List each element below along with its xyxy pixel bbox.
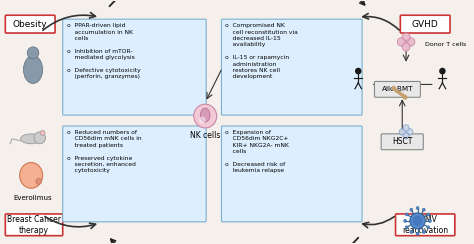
Circle shape xyxy=(402,43,410,51)
Text: HSCT: HSCT xyxy=(392,137,412,146)
Text: GVHD: GVHD xyxy=(412,20,438,29)
Circle shape xyxy=(403,133,409,139)
Ellipse shape xyxy=(24,56,43,83)
FancyBboxPatch shape xyxy=(63,126,206,222)
Ellipse shape xyxy=(19,163,43,188)
Circle shape xyxy=(410,231,413,234)
Text: Everolimus: Everolimus xyxy=(14,195,52,201)
Ellipse shape xyxy=(201,108,210,122)
FancyArrowPatch shape xyxy=(111,238,358,244)
FancyBboxPatch shape xyxy=(381,134,423,150)
Text: o  PPAR-driven lipid
    accumulation in NK
    cells

o  Inhibition of mTOR-
  : o PPAR-driven lipid accumulation in NK c… xyxy=(66,23,140,79)
Circle shape xyxy=(427,226,430,229)
FancyBboxPatch shape xyxy=(63,19,206,115)
Circle shape xyxy=(40,130,45,135)
Circle shape xyxy=(404,219,407,222)
FancyBboxPatch shape xyxy=(401,15,450,33)
FancyBboxPatch shape xyxy=(221,19,362,115)
FancyBboxPatch shape xyxy=(5,214,63,236)
Circle shape xyxy=(407,129,413,135)
Circle shape xyxy=(355,68,362,74)
Circle shape xyxy=(407,38,415,46)
Circle shape xyxy=(36,178,42,184)
Circle shape xyxy=(416,206,419,210)
Text: HCMV
reactivation: HCMV reactivation xyxy=(402,215,448,234)
Text: o  Compromised NK
    cell reconstitution via
    decreased IL-15
    availabili: o Compromised NK cell reconstitution via… xyxy=(225,23,298,79)
Text: o  Expansion of
    CD56dim NKG2C+
    KIR+ NKG2A- mNK
    cells

o  Decreased r: o Expansion of CD56dim NKG2C+ KIR+ NKG2A… xyxy=(225,130,289,173)
Circle shape xyxy=(402,33,410,41)
Circle shape xyxy=(416,232,419,235)
Circle shape xyxy=(34,132,46,144)
Circle shape xyxy=(397,38,405,46)
Circle shape xyxy=(27,47,39,59)
Circle shape xyxy=(399,129,405,135)
Circle shape xyxy=(194,104,217,128)
Circle shape xyxy=(427,213,430,216)
Text: Allo-BMT: Allo-BMT xyxy=(382,86,413,92)
Circle shape xyxy=(405,226,408,229)
Ellipse shape xyxy=(21,134,42,144)
Text: Obesity: Obesity xyxy=(13,20,47,29)
Circle shape xyxy=(428,219,431,222)
Circle shape xyxy=(403,125,409,131)
Circle shape xyxy=(405,213,408,216)
Circle shape xyxy=(403,95,408,100)
FancyBboxPatch shape xyxy=(374,81,420,97)
Text: NK cells: NK cells xyxy=(190,131,220,140)
FancyBboxPatch shape xyxy=(221,126,362,222)
Circle shape xyxy=(439,68,446,74)
Text: Breast Cancer
therapy: Breast Cancer therapy xyxy=(7,215,61,234)
Circle shape xyxy=(199,117,206,123)
Circle shape xyxy=(413,216,422,226)
Circle shape xyxy=(422,208,425,211)
Circle shape xyxy=(422,231,425,234)
Circle shape xyxy=(391,86,396,91)
FancyBboxPatch shape xyxy=(5,15,55,33)
FancyBboxPatch shape xyxy=(395,214,455,236)
Circle shape xyxy=(410,213,425,229)
Circle shape xyxy=(410,208,413,211)
Text: Donor T cells: Donor T cells xyxy=(425,42,466,47)
FancyArrowPatch shape xyxy=(109,0,365,6)
Text: o  Reduced numbers of
    CD56dim mNK cells in
    treated patients

o  Preserve: o Reduced numbers of CD56dim mNK cells i… xyxy=(66,130,141,173)
